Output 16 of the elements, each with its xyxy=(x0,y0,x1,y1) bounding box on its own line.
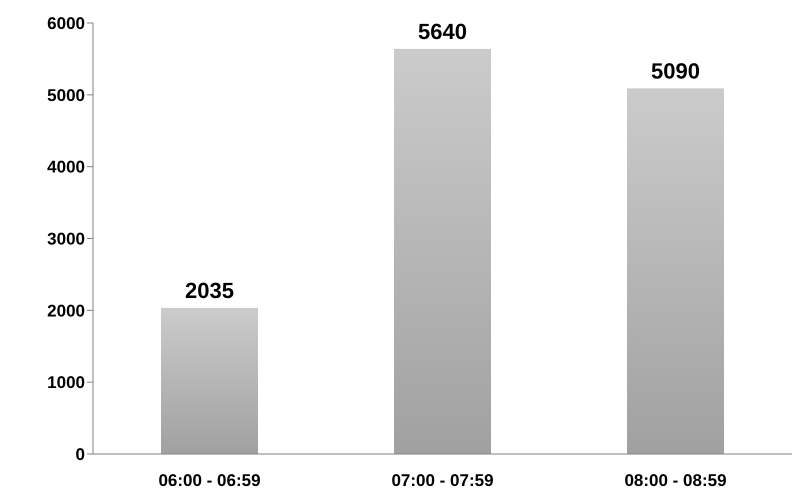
x-tick-label: 06:00 - 06:59 xyxy=(158,471,261,490)
x-tick-label: 08:00 - 08:59 xyxy=(624,471,727,490)
data-label: 2035 xyxy=(185,278,234,303)
data-label: 5640 xyxy=(418,18,467,44)
y-tick-label: 5000 xyxy=(47,86,85,105)
y-tick-label: 3000 xyxy=(47,230,85,249)
data-label: 5090 xyxy=(651,58,700,84)
y-tick-label: 4000 xyxy=(47,158,85,177)
y-tick-label: 0 xyxy=(76,445,85,464)
y-tick-label: 6000 xyxy=(47,14,85,34)
bar xyxy=(161,308,258,454)
bar xyxy=(394,48,491,454)
x-tick-label: 07:00 - 07:59 xyxy=(391,471,494,490)
y-tick-label: 1000 xyxy=(47,373,85,392)
y-tick-label: 2000 xyxy=(47,301,85,320)
bar xyxy=(627,88,724,454)
